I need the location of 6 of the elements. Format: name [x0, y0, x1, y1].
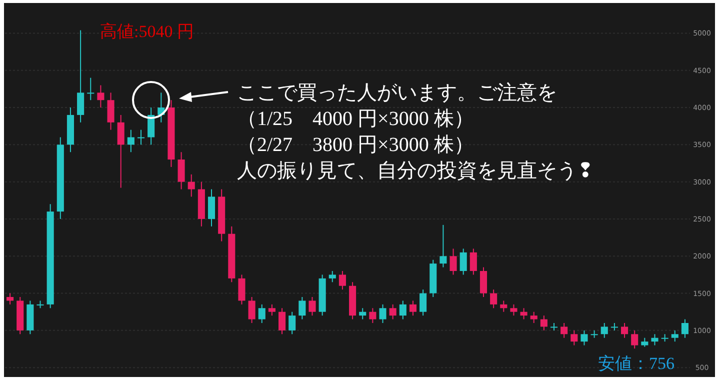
annotation: ここで買った人がいます。ご注意を [237, 82, 557, 104]
annotation: 高値:5040 円 [100, 22, 194, 41]
annotation: （1/25 4000 円×3000 株） [237, 108, 474, 130]
annotation: 人の振り見て、自分の投資を見直そう❢ [237, 160, 594, 182]
annotation: 安値：756 [598, 354, 674, 373]
annotation: （2/27 3800 円×3000 株） [237, 134, 474, 156]
